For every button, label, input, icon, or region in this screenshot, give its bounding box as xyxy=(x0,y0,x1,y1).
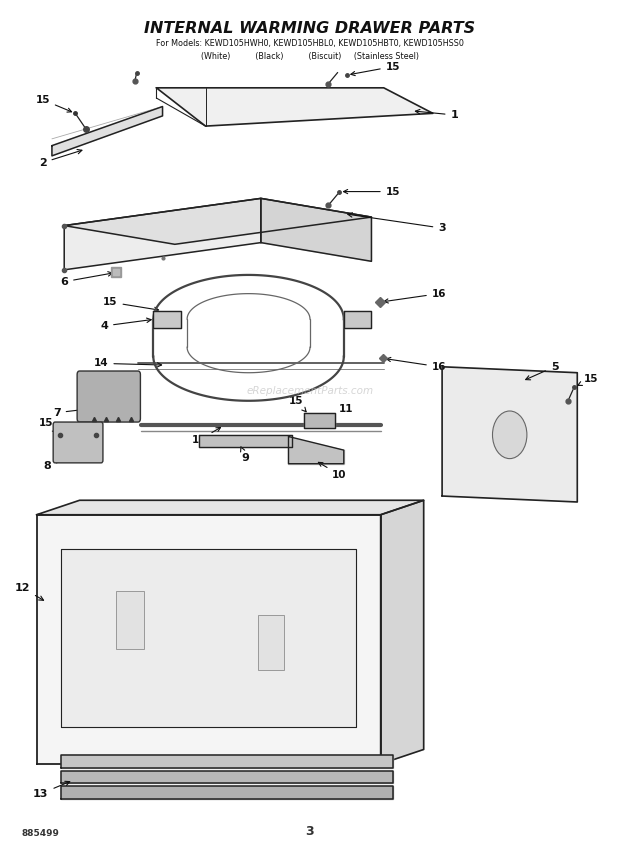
Text: 3: 3 xyxy=(348,213,446,233)
Polygon shape xyxy=(261,199,371,261)
Text: INTERNAL WARMING DRAWER PARTS: INTERNAL WARMING DRAWER PARTS xyxy=(144,21,476,37)
Text: 7: 7 xyxy=(53,406,104,418)
FancyBboxPatch shape xyxy=(53,422,103,463)
Text: 6: 6 xyxy=(60,271,112,287)
Polygon shape xyxy=(61,770,393,783)
Polygon shape xyxy=(52,106,162,156)
Polygon shape xyxy=(344,311,371,328)
Polygon shape xyxy=(64,199,371,244)
Polygon shape xyxy=(37,514,381,764)
Text: 5: 5 xyxy=(526,362,559,380)
Text: 15: 15 xyxy=(351,62,400,75)
Circle shape xyxy=(492,411,527,459)
Text: 15: 15 xyxy=(343,187,400,197)
Polygon shape xyxy=(37,500,423,514)
Text: 16: 16 xyxy=(386,358,446,372)
Text: (White)          (Black)          (Biscuit)     (Stainless Steel): (White) (Black) (Biscuit) (Stainless Ste… xyxy=(201,52,419,61)
Text: 16: 16 xyxy=(384,288,446,303)
Text: 15: 15 xyxy=(103,297,159,312)
Text: 885499: 885499 xyxy=(21,829,59,838)
Text: eReplacementParts.com: eReplacementParts.com xyxy=(246,386,374,396)
Bar xyxy=(117,591,144,649)
Bar xyxy=(258,615,283,670)
Polygon shape xyxy=(61,756,393,768)
Polygon shape xyxy=(304,413,335,428)
Text: 15: 15 xyxy=(35,95,71,112)
FancyBboxPatch shape xyxy=(77,371,140,422)
Text: 15: 15 xyxy=(38,418,57,432)
Polygon shape xyxy=(64,199,261,270)
Text: 10: 10 xyxy=(319,462,347,479)
Polygon shape xyxy=(442,366,577,502)
Polygon shape xyxy=(61,549,356,728)
Text: 17: 17 xyxy=(192,427,221,445)
Text: 8: 8 xyxy=(43,456,74,472)
Text: 2: 2 xyxy=(39,150,82,168)
Text: 9: 9 xyxy=(241,447,249,463)
Text: 11: 11 xyxy=(323,404,353,419)
Polygon shape xyxy=(288,437,344,464)
Text: 4: 4 xyxy=(100,318,151,331)
Text: 12: 12 xyxy=(15,583,43,600)
Polygon shape xyxy=(200,435,291,447)
Polygon shape xyxy=(153,311,181,328)
Text: 15: 15 xyxy=(578,374,599,385)
Polygon shape xyxy=(156,88,433,126)
Text: 3: 3 xyxy=(306,825,314,838)
Text: 13: 13 xyxy=(33,782,69,799)
Text: 15: 15 xyxy=(290,395,306,412)
Polygon shape xyxy=(381,500,423,764)
Text: 14: 14 xyxy=(94,359,162,368)
Text: 1: 1 xyxy=(415,110,458,120)
Polygon shape xyxy=(61,786,393,799)
Text: For Models: KEWD105HWH0, KEWD105HBL0, KEWD105HBT0, KEWD105HSS0: For Models: KEWD105HWH0, KEWD105HBL0, KE… xyxy=(156,39,464,48)
